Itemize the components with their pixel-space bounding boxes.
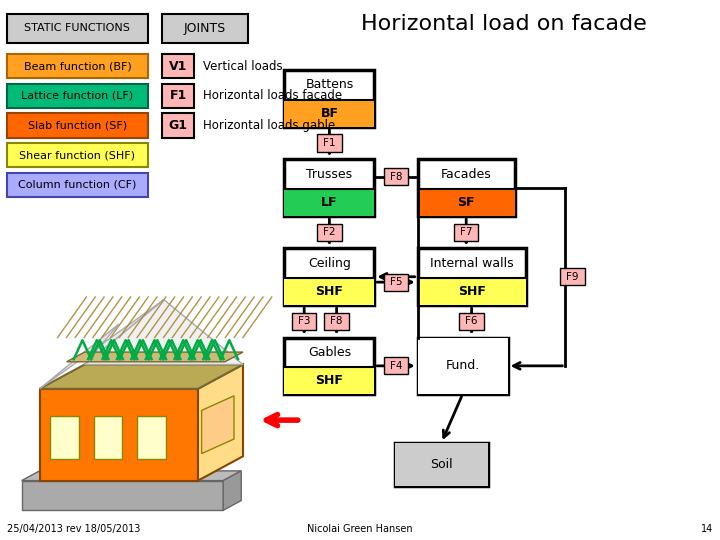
Text: SHF: SHF [315, 374, 343, 387]
FancyBboxPatch shape [418, 338, 508, 394]
FancyBboxPatch shape [454, 224, 478, 241]
Polygon shape [40, 364, 243, 389]
FancyBboxPatch shape [418, 189, 515, 216]
Text: Battens: Battens [305, 78, 354, 91]
Text: SF: SF [457, 196, 475, 209]
Text: SHF: SHF [458, 285, 485, 298]
Text: LF: LF [321, 196, 338, 209]
FancyBboxPatch shape [7, 113, 148, 138]
Text: Nicolai Green Hansen: Nicolai Green Hansen [307, 523, 413, 534]
Text: Soil: Soil [430, 458, 453, 471]
FancyBboxPatch shape [318, 224, 342, 241]
FancyBboxPatch shape [7, 54, 148, 78]
Text: 14: 14 [701, 523, 713, 534]
FancyBboxPatch shape [162, 84, 194, 108]
Text: SHF: SHF [315, 285, 343, 298]
Polygon shape [40, 300, 164, 389]
Text: Lattice function (LF): Lattice function (LF) [22, 91, 133, 101]
Text: F9: F9 [566, 272, 579, 282]
Text: Facades: Facades [441, 167, 492, 180]
Text: JOINTS: JOINTS [184, 22, 226, 35]
Polygon shape [50, 416, 79, 459]
FancyBboxPatch shape [560, 268, 585, 285]
Polygon shape [137, 416, 166, 459]
Text: 25/04/2013 rev 18/05/2013: 25/04/2013 rev 18/05/2013 [7, 523, 140, 534]
FancyBboxPatch shape [318, 134, 342, 152]
FancyBboxPatch shape [284, 367, 374, 394]
Text: F5: F5 [390, 277, 402, 287]
Polygon shape [223, 471, 241, 510]
FancyBboxPatch shape [284, 159, 374, 216]
FancyBboxPatch shape [284, 248, 374, 305]
Polygon shape [85, 300, 243, 365]
Polygon shape [94, 416, 122, 459]
Text: V1: V1 [169, 59, 187, 73]
Text: F3: F3 [298, 316, 310, 326]
FancyBboxPatch shape [284, 70, 374, 127]
Polygon shape [66, 352, 243, 362]
Text: F4: F4 [390, 361, 402, 371]
Polygon shape [22, 481, 223, 510]
FancyBboxPatch shape [384, 168, 408, 186]
Text: F2: F2 [323, 227, 336, 237]
FancyBboxPatch shape [7, 143, 148, 167]
Text: Column function (CF): Column function (CF) [18, 180, 137, 190]
FancyBboxPatch shape [0, 0, 277, 540]
Text: Horizontal loads facade: Horizontal loads facade [203, 89, 342, 103]
FancyBboxPatch shape [162, 54, 194, 78]
Polygon shape [22, 471, 241, 481]
FancyBboxPatch shape [162, 113, 194, 138]
FancyBboxPatch shape [395, 443, 488, 486]
Text: F8: F8 [390, 172, 402, 182]
Polygon shape [40, 389, 198, 481]
Text: Beam function (BF): Beam function (BF) [24, 61, 131, 71]
Polygon shape [198, 364, 243, 481]
Text: F1: F1 [323, 138, 336, 148]
Text: Gables: Gables [308, 346, 351, 359]
Text: Horizontal loads gable: Horizontal loads gable [203, 119, 336, 132]
Text: Vertical loads: Vertical loads [203, 59, 283, 73]
Text: F7: F7 [460, 227, 472, 237]
FancyBboxPatch shape [284, 100, 374, 127]
FancyBboxPatch shape [418, 338, 508, 394]
Text: F8: F8 [330, 316, 343, 326]
Text: Ceiling: Ceiling [308, 256, 351, 269]
FancyBboxPatch shape [418, 248, 526, 305]
FancyBboxPatch shape [284, 278, 374, 305]
FancyBboxPatch shape [7, 173, 148, 197]
Text: Trusses: Trusses [306, 167, 353, 180]
FancyBboxPatch shape [395, 443, 488, 486]
FancyBboxPatch shape [7, 14, 148, 43]
Text: F6: F6 [465, 316, 478, 326]
FancyBboxPatch shape [384, 274, 408, 291]
Text: Horizontal load on facade: Horizontal load on facade [361, 14, 647, 35]
Text: Shear function (SHF): Shear function (SHF) [19, 150, 135, 160]
Text: F1: F1 [170, 89, 186, 103]
FancyBboxPatch shape [384, 357, 408, 375]
FancyBboxPatch shape [418, 159, 515, 216]
Polygon shape [202, 396, 234, 454]
FancyBboxPatch shape [162, 14, 248, 43]
Text: Fund.: Fund. [446, 359, 480, 373]
Text: BF: BF [320, 107, 338, 120]
Text: G1: G1 [168, 119, 188, 132]
Text: Internal walls: Internal walls [430, 256, 513, 269]
FancyBboxPatch shape [459, 313, 484, 330]
FancyBboxPatch shape [418, 278, 526, 305]
Text: STATIC FUNCTIONS: STATIC FUNCTIONS [24, 23, 130, 33]
FancyBboxPatch shape [284, 189, 374, 216]
FancyBboxPatch shape [7, 84, 148, 108]
FancyBboxPatch shape [284, 338, 374, 394]
Text: Slab function (SF): Slab function (SF) [28, 120, 127, 131]
FancyBboxPatch shape [324, 313, 349, 330]
FancyBboxPatch shape [292, 313, 317, 330]
